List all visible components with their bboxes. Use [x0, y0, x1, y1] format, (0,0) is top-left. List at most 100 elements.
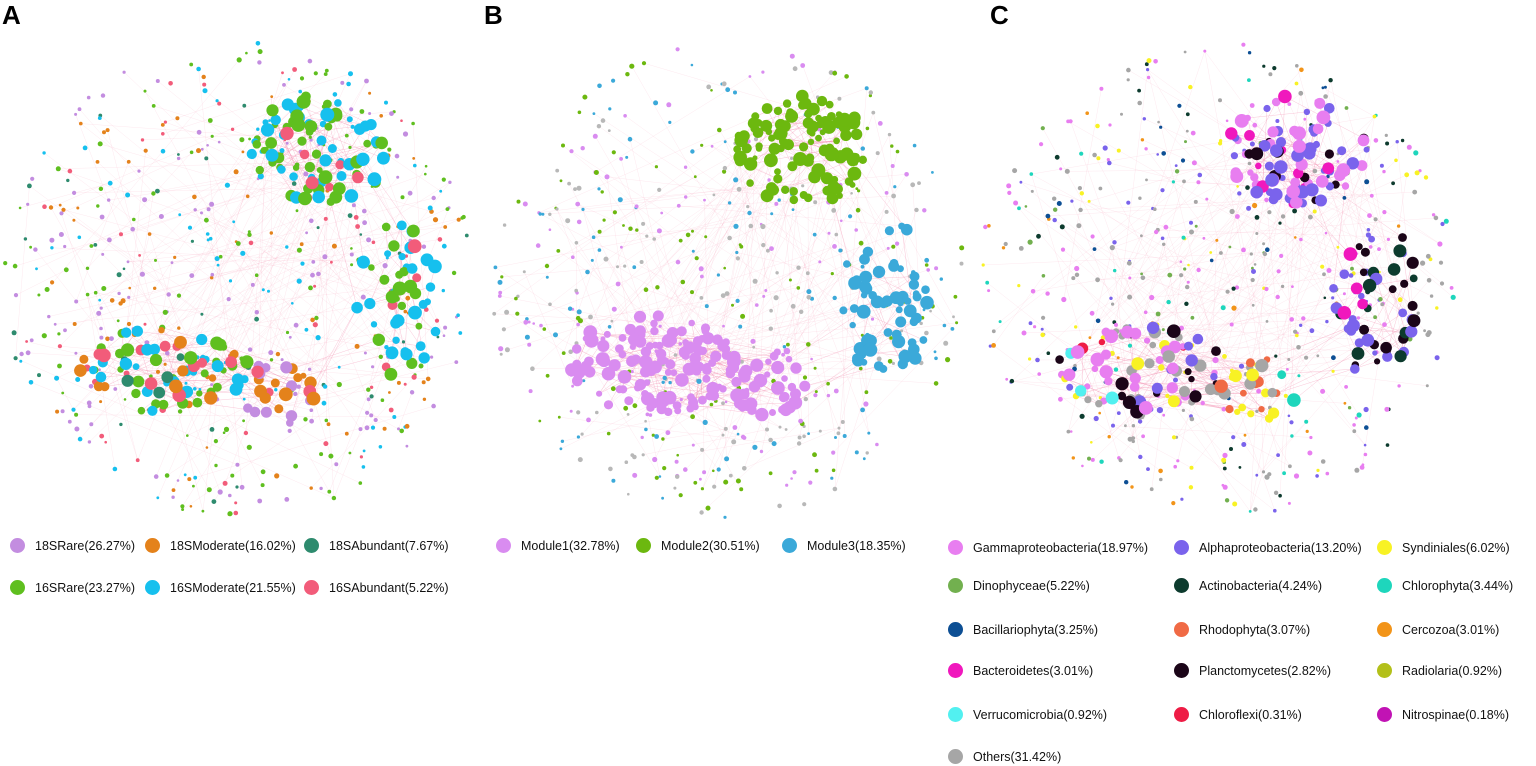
network-node: [834, 232, 839, 237]
network-node: [724, 456, 730, 462]
network-node: [42, 204, 47, 209]
network-edge: [1122, 195, 1372, 337]
network-edge: [549, 97, 818, 305]
network-node: [201, 74, 206, 80]
network-node: [252, 140, 262, 149]
network-edge: [126, 79, 290, 333]
network-node: [1106, 158, 1110, 162]
network-node: [615, 281, 621, 287]
network-node: [1290, 196, 1303, 209]
network-edge: [101, 226, 387, 309]
network-node: [282, 83, 286, 87]
network-node: [1061, 296, 1067, 303]
network-node: [432, 217, 439, 223]
legend-item-16s-moderate: 16SModerate(21.55%): [145, 580, 296, 595]
network-node: [813, 200, 818, 205]
network-node: [200, 369, 209, 378]
network-edge: [1314, 115, 1377, 172]
network-node: [731, 439, 737, 445]
network-node: [650, 326, 659, 336]
network-node: [813, 366, 817, 370]
network-edge: [736, 252, 857, 280]
network-node: [171, 488, 176, 492]
legend-swatch: [145, 538, 160, 553]
network-node: [334, 99, 342, 107]
network-node: [1234, 285, 1240, 290]
network-node: [842, 434, 847, 438]
network-edge: [311, 376, 415, 489]
network-edge: [173, 177, 312, 491]
network-node: [1246, 205, 1252, 211]
network-node: [836, 431, 841, 436]
network-node: [528, 389, 533, 394]
network-node: [685, 232, 691, 238]
network-node: [889, 291, 903, 305]
network-node: [641, 392, 655, 406]
network-node: [1373, 138, 1379, 143]
legend-swatch: [948, 749, 963, 764]
network-node: [603, 400, 614, 410]
network-edge: [165, 152, 283, 313]
network-node: [163, 362, 167, 366]
network-edge: [135, 342, 181, 394]
network-edge: [1322, 87, 1375, 117]
network-node: [210, 134, 214, 138]
network-node: [403, 279, 418, 294]
network-node: [132, 375, 145, 388]
network-node: [785, 355, 793, 363]
network-node: [1189, 390, 1202, 403]
network-node: [624, 323, 637, 336]
network-node: [243, 430, 249, 436]
network-node: [270, 114, 281, 126]
network-node: [1079, 413, 1085, 419]
network-node: [1176, 459, 1180, 463]
network-node: [789, 195, 799, 205]
network-node: [1412, 189, 1418, 195]
network-node: [826, 381, 830, 386]
network-node: [786, 342, 790, 347]
network-node: [86, 400, 92, 406]
network-edge: [1115, 324, 1251, 512]
network-node: [1363, 452, 1368, 457]
network-node: [1012, 168, 1018, 174]
network-edge: [685, 263, 895, 470]
network-node: [1443, 218, 1449, 224]
network-node: [1099, 459, 1104, 464]
network-edge: [829, 104, 915, 322]
network-node: [132, 363, 140, 370]
network-edge: [1118, 185, 1346, 459]
network-node: [117, 291, 121, 296]
network-node: [1162, 413, 1166, 417]
network-node: [1162, 242, 1166, 246]
network-node: [541, 212, 545, 216]
network-node: [782, 99, 792, 108]
network-node: [666, 102, 672, 108]
network-node: [712, 334, 723, 346]
network-node: [1068, 119, 1073, 124]
network-node: [603, 256, 609, 262]
network-node: [1275, 294, 1280, 300]
network-node: [99, 306, 103, 310]
network-node: [72, 218, 76, 222]
network-edge: [279, 153, 317, 168]
network-node: [456, 217, 461, 222]
network-node: [675, 259, 681, 265]
network-node: [346, 81, 351, 87]
network-node: [781, 185, 790, 194]
network-edge: [1250, 80, 1331, 512]
network-node: [1372, 114, 1377, 119]
network-node: [755, 142, 763, 150]
network-node: [126, 260, 130, 264]
network-node: [683, 467, 688, 472]
network-node: [192, 484, 195, 488]
network-node: [1001, 246, 1006, 250]
network-node: [1231, 435, 1236, 440]
network-node: [782, 345, 787, 349]
legend-swatch: [1377, 707, 1392, 722]
network-edge: [1300, 93, 1330, 271]
network-node: [641, 453, 645, 457]
network-node: [760, 189, 774, 203]
network-node: [265, 148, 279, 162]
network-node: [1052, 196, 1057, 201]
network-node: [1171, 435, 1177, 440]
